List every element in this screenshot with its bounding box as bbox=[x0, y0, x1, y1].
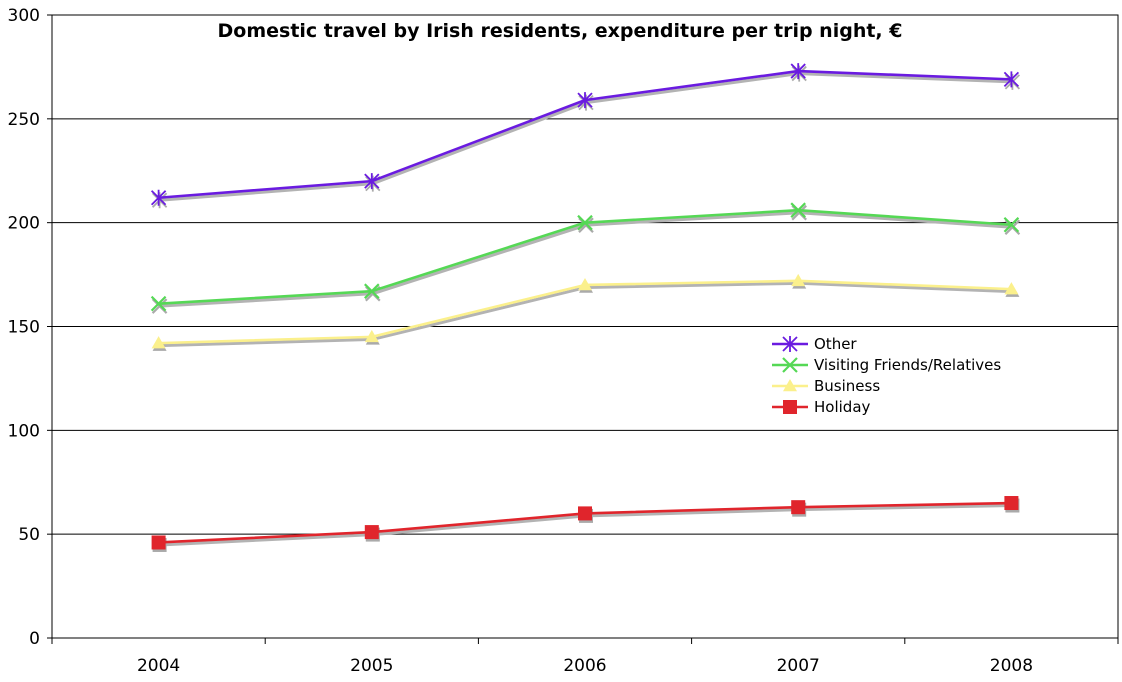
legend: Other Visiting Friends/Relatives Business H… bbox=[772, 335, 1001, 416]
data-point-business bbox=[791, 273, 806, 287]
data-point-business bbox=[151, 336, 166, 349]
data-point-visiting-friends-relatives bbox=[577, 214, 593, 231]
legend-label-holiday: Holiday bbox=[814, 398, 871, 416]
y-tick-label: 250 bbox=[8, 110, 40, 130]
legend-marker-visiting-friends-relatives bbox=[782, 357, 798, 373]
point-shadow-other bbox=[151, 192, 168, 209]
x-tick-label: 2007 bbox=[777, 656, 820, 676]
data-point-holiday bbox=[151, 535, 166, 550]
data-point-holiday bbox=[1004, 496, 1019, 511]
x-tick-label: 2006 bbox=[563, 656, 606, 676]
legend-item-other: Other bbox=[772, 335, 857, 353]
data-point-business bbox=[1004, 282, 1019, 295]
series-lines bbox=[150, 63, 1021, 552]
axes: 0 50 100 150 200 250 300 2004 2005 2006 2007 2008 bbox=[8, 6, 1119, 676]
legend-label-visiting-friends-relatives: Visiting Friends/Relatives bbox=[814, 356, 1001, 374]
legend-marker-other bbox=[782, 336, 798, 352]
y-tick-label: 50 bbox=[18, 525, 40, 545]
data-point-other bbox=[1003, 71, 1020, 88]
data-point-other bbox=[364, 173, 380, 190]
y-tick-label: 200 bbox=[8, 214, 40, 234]
chart-title: Domestic travel by Irish residents, expe… bbox=[218, 20, 903, 42]
y-tick-label: 150 bbox=[8, 318, 40, 338]
series-line-other bbox=[158, 69, 1012, 200]
plot-border bbox=[52, 14, 1119, 638]
data-point-holiday bbox=[578, 506, 592, 521]
legend-label-business: Business bbox=[814, 377, 880, 395]
legend-label-other: Other bbox=[814, 335, 857, 353]
gridlines bbox=[52, 118, 1118, 535]
legend-marker-business bbox=[783, 379, 797, 392]
data-point-business bbox=[578, 277, 592, 291]
data-point-visiting-friends-relatives bbox=[1003, 216, 1020, 233]
point-shadow-other bbox=[1004, 73, 1021, 90]
data-point-visiting-friends-relatives bbox=[150, 295, 167, 312]
legend-item-holiday: Holiday bbox=[772, 398, 871, 416]
data-point-other bbox=[577, 92, 593, 109]
data-point-other bbox=[790, 63, 806, 80]
y-tick-label: 100 bbox=[8, 421, 40, 441]
data-point-other bbox=[150, 189, 167, 206]
point-shadow-other bbox=[578, 94, 594, 111]
data-point-visiting-friends-relatives bbox=[364, 283, 380, 299]
legend-item-visiting-friends-relatives: Visiting Friends/Relatives bbox=[772, 356, 1001, 374]
data-point-business bbox=[364, 329, 379, 343]
y-tick-label: 0 bbox=[29, 629, 40, 649]
x-tick-label: 2004 bbox=[137, 656, 180, 676]
data-point-visiting-friends-relatives bbox=[790, 202, 806, 218]
data-point-holiday bbox=[791, 500, 806, 515]
point-shadow-other bbox=[791, 65, 807, 82]
series-shadow-other bbox=[159, 72, 1013, 202]
x-tick-label: 2008 bbox=[990, 656, 1033, 676]
legend-item-business: Business bbox=[772, 377, 880, 395]
x-tick-label: 2005 bbox=[350, 656, 393, 676]
data-point-holiday bbox=[364, 525, 379, 540]
y-tick-label: 300 bbox=[8, 6, 40, 26]
legend-marker-holiday bbox=[783, 400, 797, 414]
